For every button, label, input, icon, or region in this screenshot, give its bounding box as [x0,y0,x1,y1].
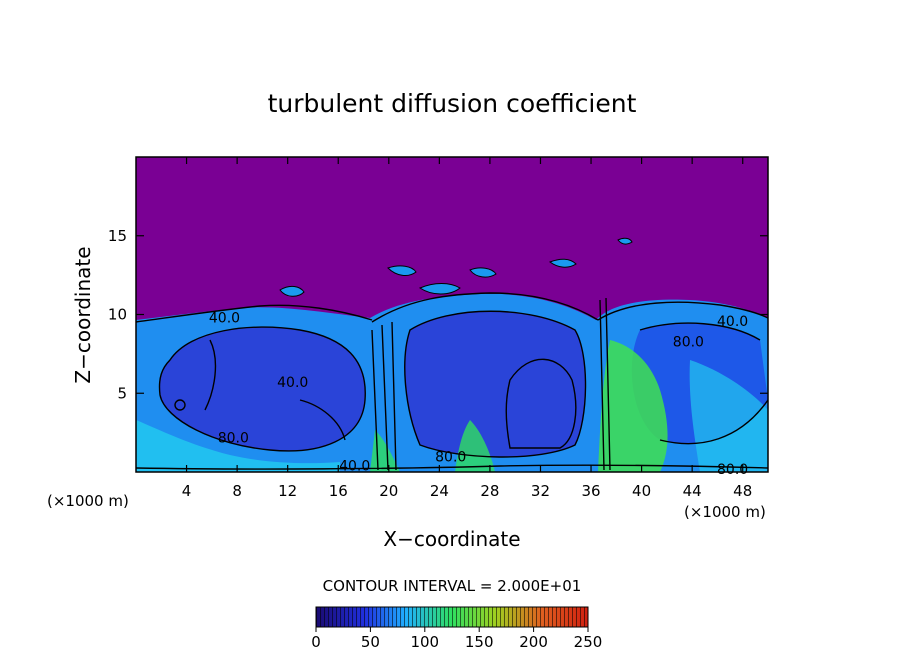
contour-line [204,339,346,441]
chart-title: turbulent diffusion coefficient [268,89,637,118]
turbulent-patch [279,285,305,297]
colorbar-stripes [316,607,588,627]
cell-core-middle [404,311,586,458]
colorbar-tick-label: 50 [361,633,380,651]
x-tick-label: 44 [683,482,702,500]
contour-line [136,464,768,470]
cyan-region-left [136,420,340,472]
x-tick-label: 12 [278,482,297,500]
contour-line [639,322,768,445]
colorbar-frame [315,606,589,628]
contour-line [158,326,366,452]
contour-line [404,310,587,458]
turbulent-patch [617,237,633,245]
contour-line [597,301,768,321]
x-tick-label: 24 [430,482,449,500]
x-axis-label: X−coordinate [383,527,520,551]
turbulent-patches [279,237,633,297]
turbulent-patch [469,267,497,278]
colorbar-tick-label: 0 [311,633,321,651]
x-tick-label: 16 [329,482,348,500]
colorbar-tick-label: 200 [519,633,548,651]
y-axis-ticks: 5 10 15 [108,227,768,402]
colorbar-tick-label: 250 [574,633,603,651]
contour-labels: 40.0 40.0 80.0 40.0 80.0 80.0 40.0 80.0 [209,311,748,478]
green-region-3 [598,340,668,472]
turbulent-patch [548,258,577,268]
contour-label: 40.0 [339,459,370,475]
colorbar-ticks: 0 50 100 150 200 250 [311,627,602,651]
x-unit-left: (×1000 m) [47,492,129,510]
x-tick-label: 32 [531,482,550,500]
turbulent-patch [387,265,417,276]
x-tick-label: 48 [733,482,752,500]
contour-label: 80.0 [717,462,748,478]
x-axis-ticks: 4 8 12 16 20 24 28 32 36 40 44 48 [182,157,752,500]
contour-line [371,297,611,471]
cell-core-left [159,327,366,451]
colorbar-tick-label: 150 [465,633,494,651]
contour-label: 80.0 [435,449,466,465]
y-tick-label: 10 [108,306,127,324]
colorbar-tick-label: 100 [410,633,439,651]
contour-label: 40.0 [209,311,240,327]
contour-label: 80.0 [218,430,249,446]
plot-area [136,157,768,472]
contour-label: 40.0 [717,314,748,330]
x-tick-label: 4 [182,482,192,500]
contour-label: 40.0 [277,375,308,391]
contour-interval: CONTOUR INTERVAL = 2.000E+01 [323,577,582,595]
x-tick-label: 36 [581,482,600,500]
x-tick-label: 8 [232,482,242,500]
x-tick-label: 40 [632,482,651,500]
cyan-region-right [689,360,768,472]
x-tick-label: 28 [480,482,499,500]
contour-label: 80.0 [673,334,704,350]
green-region-2 [455,420,495,472]
colorbar [315,606,589,628]
contour-line [371,292,599,323]
y-tick-label: 15 [108,227,127,245]
contour-line [136,304,373,323]
contour-lines [136,292,768,471]
turbulent-patch [418,283,461,295]
contour-line [505,358,577,449]
x-tick-label: 20 [379,482,398,500]
contour-line [174,399,186,411]
x-unit-right: (×1000 m) [684,503,766,521]
y-axis-label: Z−coordinate [71,246,95,383]
y-tick-label: 5 [117,384,127,402]
